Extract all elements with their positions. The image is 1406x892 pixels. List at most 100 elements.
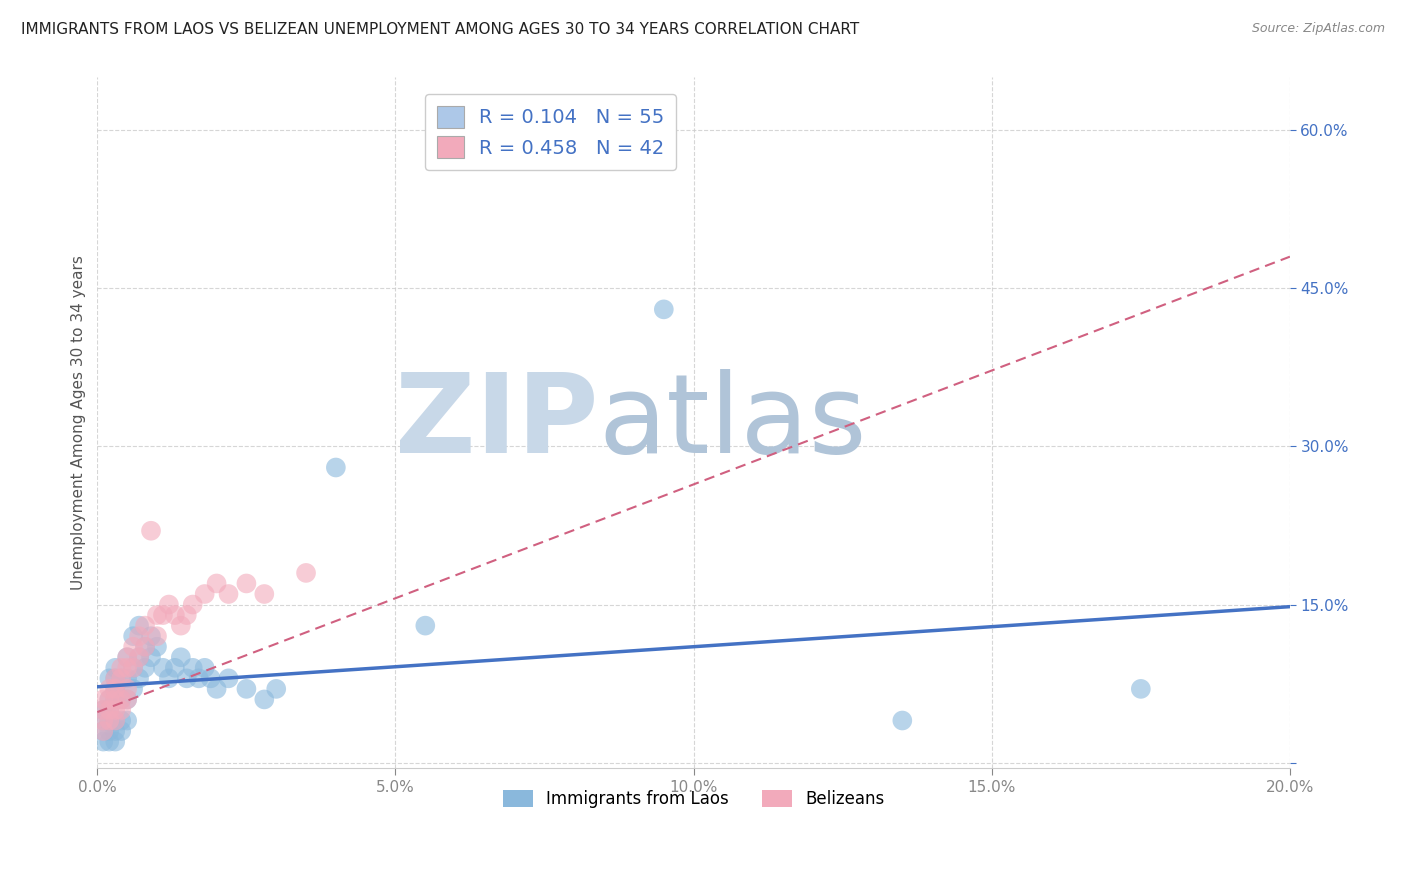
Point bbox=[122, 661, 145, 675]
Point bbox=[104, 671, 127, 685]
Point bbox=[91, 692, 114, 706]
Point bbox=[104, 734, 127, 748]
Point bbox=[176, 608, 198, 623]
Point bbox=[115, 692, 138, 706]
Point bbox=[115, 650, 138, 665]
Point bbox=[253, 692, 276, 706]
Point bbox=[170, 618, 193, 632]
Point bbox=[98, 671, 121, 685]
Text: atlas: atlas bbox=[598, 369, 866, 476]
Text: IMMIGRANTS FROM LAOS VS BELIZEAN UNEMPLOYMENT AMONG AGES 30 TO 34 YEARS CORRELAT: IMMIGRANTS FROM LAOS VS BELIZEAN UNEMPLO… bbox=[21, 22, 859, 37]
Point bbox=[98, 714, 121, 728]
Point bbox=[98, 692, 121, 706]
Point bbox=[235, 576, 257, 591]
Point bbox=[115, 671, 138, 685]
Point bbox=[91, 703, 114, 717]
Point bbox=[134, 640, 156, 654]
Point bbox=[200, 671, 222, 685]
Point bbox=[325, 460, 347, 475]
Point bbox=[98, 681, 121, 696]
Point bbox=[139, 650, 162, 665]
Point bbox=[122, 629, 145, 643]
Point bbox=[104, 703, 127, 717]
Point bbox=[110, 692, 132, 706]
Point bbox=[187, 671, 209, 685]
Point bbox=[98, 724, 121, 739]
Point bbox=[91, 703, 114, 717]
Point bbox=[110, 671, 132, 685]
Point bbox=[157, 598, 180, 612]
Point bbox=[104, 724, 127, 739]
Text: ZIP: ZIP bbox=[395, 369, 598, 476]
Point bbox=[295, 566, 318, 580]
Point bbox=[264, 681, 287, 696]
Text: Source: ZipAtlas.com: Source: ZipAtlas.com bbox=[1251, 22, 1385, 36]
Point bbox=[181, 661, 204, 675]
Point bbox=[104, 661, 127, 675]
Point bbox=[163, 608, 186, 623]
Point bbox=[91, 714, 114, 728]
Point bbox=[104, 671, 127, 685]
Point bbox=[115, 661, 138, 675]
Point bbox=[176, 671, 198, 685]
Point bbox=[413, 618, 436, 632]
Point bbox=[91, 724, 114, 739]
Point bbox=[91, 724, 114, 739]
Point bbox=[104, 714, 127, 728]
Point bbox=[128, 650, 150, 665]
Y-axis label: Unemployment Among Ages 30 to 34 years: Unemployment Among Ages 30 to 34 years bbox=[72, 255, 86, 591]
Point bbox=[157, 671, 180, 685]
Point bbox=[163, 661, 186, 675]
Point bbox=[104, 681, 127, 696]
Point bbox=[104, 714, 127, 728]
Point bbox=[1129, 681, 1152, 696]
Point bbox=[134, 661, 156, 675]
Point bbox=[122, 661, 145, 675]
Point bbox=[128, 671, 150, 685]
Point bbox=[110, 661, 132, 675]
Point bbox=[98, 692, 121, 706]
Point bbox=[115, 692, 138, 706]
Point bbox=[139, 629, 162, 643]
Point bbox=[110, 692, 132, 706]
Point bbox=[98, 703, 121, 717]
Point bbox=[98, 714, 121, 728]
Point bbox=[104, 692, 127, 706]
Point bbox=[122, 681, 145, 696]
Point bbox=[152, 661, 174, 675]
Point bbox=[146, 629, 169, 643]
Point bbox=[110, 671, 132, 685]
Point bbox=[134, 618, 156, 632]
Point bbox=[194, 587, 217, 601]
Point bbox=[122, 640, 145, 654]
Point bbox=[134, 640, 156, 654]
Point bbox=[218, 587, 240, 601]
Legend: Immigrants from Laos, Belizeans: Immigrants from Laos, Belizeans bbox=[496, 783, 891, 815]
Point bbox=[146, 640, 169, 654]
Point bbox=[104, 681, 127, 696]
Point bbox=[98, 703, 121, 717]
Point bbox=[91, 734, 114, 748]
Point bbox=[128, 650, 150, 665]
Point bbox=[104, 692, 127, 706]
Point bbox=[152, 608, 174, 623]
Point bbox=[139, 524, 162, 538]
Point bbox=[110, 714, 132, 728]
Point bbox=[218, 671, 240, 685]
Point bbox=[235, 681, 257, 696]
Point bbox=[115, 650, 138, 665]
Point bbox=[205, 681, 228, 696]
Point bbox=[181, 598, 204, 612]
Point bbox=[652, 302, 675, 317]
Point bbox=[170, 650, 193, 665]
Point bbox=[110, 703, 132, 717]
Point bbox=[128, 618, 150, 632]
Point bbox=[891, 714, 914, 728]
Point bbox=[253, 587, 276, 601]
Point bbox=[146, 608, 169, 623]
Point bbox=[128, 629, 150, 643]
Point bbox=[194, 661, 217, 675]
Point bbox=[98, 734, 121, 748]
Point bbox=[110, 724, 132, 739]
Point bbox=[115, 714, 138, 728]
